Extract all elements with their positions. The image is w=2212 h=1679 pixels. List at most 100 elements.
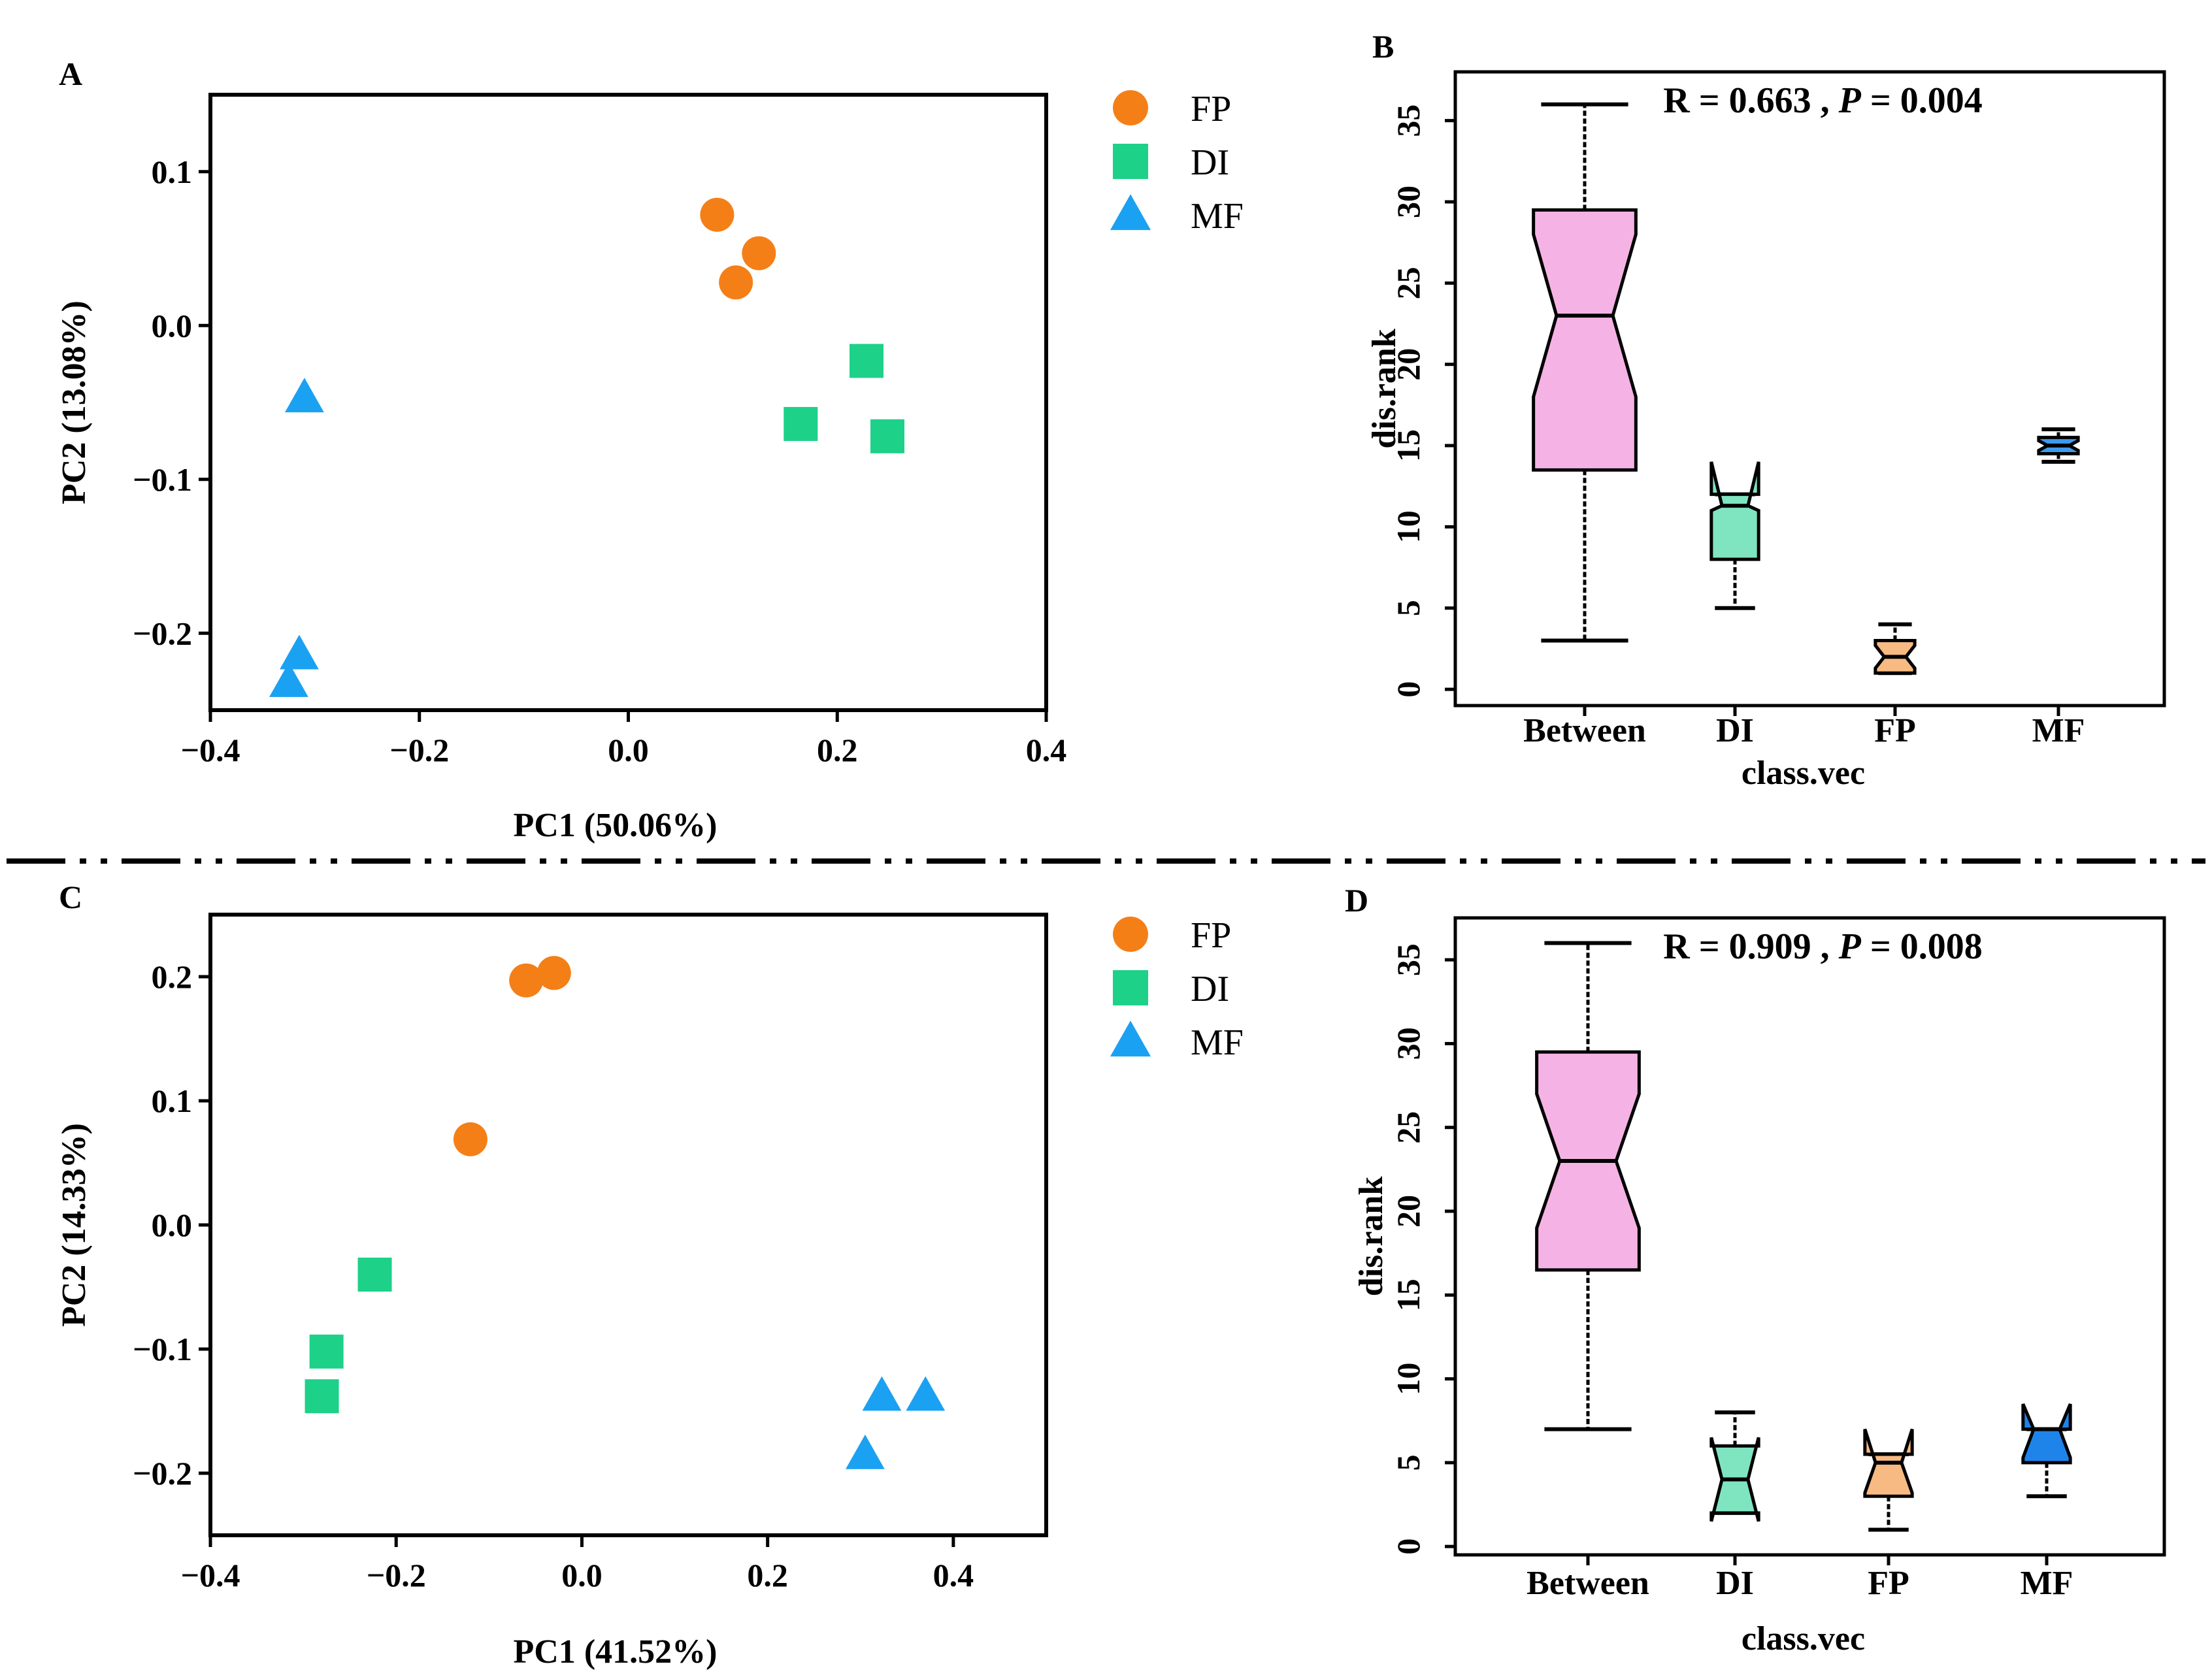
- y-tick-label: 25: [1390, 1111, 1427, 1144]
- y-tick-label: −0.1: [133, 1331, 192, 1367]
- x-tick-label: FP: [1868, 1565, 1909, 1602]
- legend-marker-fp: [1113, 917, 1148, 952]
- stat-part: =: [1861, 926, 1900, 967]
- data-point-mf: [862, 1376, 902, 1411]
- x-axis-title: class.vec: [1742, 755, 1865, 792]
- y-tick-label: 0: [1390, 681, 1427, 698]
- box-mf: [2021, 1403, 2072, 1465]
- y-tick-label: 10: [1390, 1363, 1427, 1395]
- y-axis-title: dis.rank: [1353, 1177, 1390, 1297]
- stat-part: 0.004: [1900, 80, 1983, 121]
- x-tick-label: −0.4: [181, 1557, 240, 1593]
- box-between: [1532, 208, 1638, 472]
- data-point-fp: [453, 1122, 487, 1156]
- data-point-mf: [284, 378, 324, 413]
- panel-letter-d: D: [1345, 882, 1368, 919]
- box-di: [1709, 461, 1760, 561]
- y-tick-label: 0.2: [152, 958, 193, 995]
- x-tick-label: −0.2: [367, 1557, 426, 1593]
- y-tick-label: 20: [1390, 348, 1427, 381]
- y-tick-label: 15: [1390, 1279, 1427, 1311]
- stat-part: R =: [1663, 926, 1728, 967]
- x-tick-label: 0.0: [608, 732, 649, 768]
- stat-part: P: [1838, 80, 1862, 121]
- y-tick-label: 35: [1390, 943, 1427, 976]
- y-tick-label: 0.0: [152, 1207, 193, 1243]
- legend-marker-fp: [1113, 90, 1148, 125]
- x-axis-title: PC1 (41.52%): [514, 1633, 718, 1671]
- y-tick-label: 25: [1390, 267, 1427, 299]
- y-axis-title: PC2 (14.33%): [56, 1123, 93, 1327]
- y-tick-label: −0.1: [133, 461, 192, 498]
- legend-marker-mf: [1110, 194, 1151, 231]
- y-tick-label: 0.1: [152, 1083, 193, 1119]
- legend-marker-di: [1113, 970, 1148, 1005]
- x-tick-label: Between: [1527, 1565, 1649, 1602]
- data-point-fp: [742, 236, 776, 270]
- x-tick-label: 0.0: [561, 1557, 603, 1593]
- x-axis-title: class.vec: [1742, 1620, 1865, 1657]
- panel-c-scatter: −0.4 −0.2 0.0 0.2 0.4 0.2 0.1 0.0 −0.1 −0.2 PC1 (4…: [56, 913, 1244, 1671]
- y-tick-label: 15: [1390, 429, 1427, 462]
- stat-part: 0.663 ,: [1729, 80, 1839, 121]
- data-point-di: [870, 419, 904, 453]
- data-point-mf: [845, 1434, 885, 1469]
- legend-marker-di: [1113, 144, 1148, 179]
- y-axis-title: PC2 (13.08%): [56, 301, 93, 504]
- y-tick-label: 0.0: [152, 307, 193, 344]
- y-tick-label: 5: [1390, 600, 1427, 616]
- y-tick-label: 30: [1390, 1027, 1427, 1060]
- x-tick-label: 0.2: [747, 1557, 788, 1593]
- x-tick-label: Between: [1523, 712, 1646, 749]
- legend-marker-mf: [1110, 1020, 1151, 1057]
- y-tick-label: 0: [1390, 1539, 1427, 1555]
- stat-part: 0.909 ,: [1729, 926, 1839, 967]
- y-tick-label: 0.1: [152, 154, 193, 190]
- legend-label-mf: MF: [1191, 196, 1244, 236]
- x-tick-label: DI: [1716, 1565, 1754, 1602]
- stat-part: R =: [1663, 80, 1728, 121]
- legend-label-di: DI: [1191, 142, 1229, 183]
- data-point-di: [850, 344, 884, 378]
- stat-part: =: [1861, 80, 1900, 121]
- stat-annotation: R = 0.909 , P = 0.008: [1663, 926, 1983, 967]
- panel-letter-b: B: [1372, 28, 1394, 65]
- stat-annotation: R = 0.663 , P = 0.004: [1663, 80, 1983, 121]
- panel-d-boxplot: 0 5 10 15 20 25 30 35 Between DI FP MF class.vec dis.…: [1353, 916, 2166, 1657]
- plot-frame: [208, 93, 1048, 712]
- x-tick-label: MF: [2021, 1565, 2073, 1602]
- panel-b-boxplot: 0 5 10 15 20 25 30 35 Between DI FP MF class.vec dis.…: [1366, 70, 2166, 792]
- data-point-di: [309, 1334, 344, 1369]
- y-tick-label: 5: [1390, 1454, 1427, 1471]
- data-point-mf: [906, 1376, 946, 1411]
- legend-label-fp: FP: [1191, 915, 1231, 956]
- legend-label-fp: FP: [1191, 89, 1231, 129]
- x-tick-label: FP: [1874, 712, 1916, 749]
- y-tick-label: 20: [1390, 1195, 1427, 1228]
- x-tick-label: MF: [2032, 712, 2085, 749]
- x-tick-label: −0.4: [181, 732, 240, 768]
- panel-a-scatter: −0.4 −0.2 0.0 0.2 0.4 0.1 0.0 −0.1 −0.2 PC1 (50.0…: [56, 89, 1244, 844]
- y-tick-label: 30: [1390, 186, 1427, 218]
- legend-label-di: DI: [1191, 969, 1229, 1009]
- data-point-fp: [700, 197, 735, 232]
- data-point-di: [305, 1379, 339, 1414]
- panel-letter-a: A: [59, 56, 82, 92]
- data-point-mf: [279, 634, 319, 670]
- data-point-di: [784, 406, 818, 441]
- data-point-di: [357, 1258, 392, 1292]
- plot-frame: [208, 913, 1048, 1537]
- x-tick-label: 0.4: [1026, 732, 1067, 768]
- stat-part: 0.008: [1900, 926, 1983, 967]
- plot-frame: [1453, 70, 2166, 708]
- stat-part: P: [1838, 926, 1862, 967]
- y-axis-title: dis.rank: [1366, 329, 1403, 449]
- y-tick-label: 35: [1390, 105, 1427, 137]
- x-tick-label: 0.4: [933, 1557, 974, 1593]
- plot-frame: [1453, 916, 2166, 1557]
- x-tick-label: 0.2: [817, 732, 858, 768]
- y-tick-label: −0.2: [133, 615, 192, 651]
- legend-label-mf: MF: [1191, 1022, 1244, 1063]
- x-tick-label: DI: [1716, 712, 1754, 749]
